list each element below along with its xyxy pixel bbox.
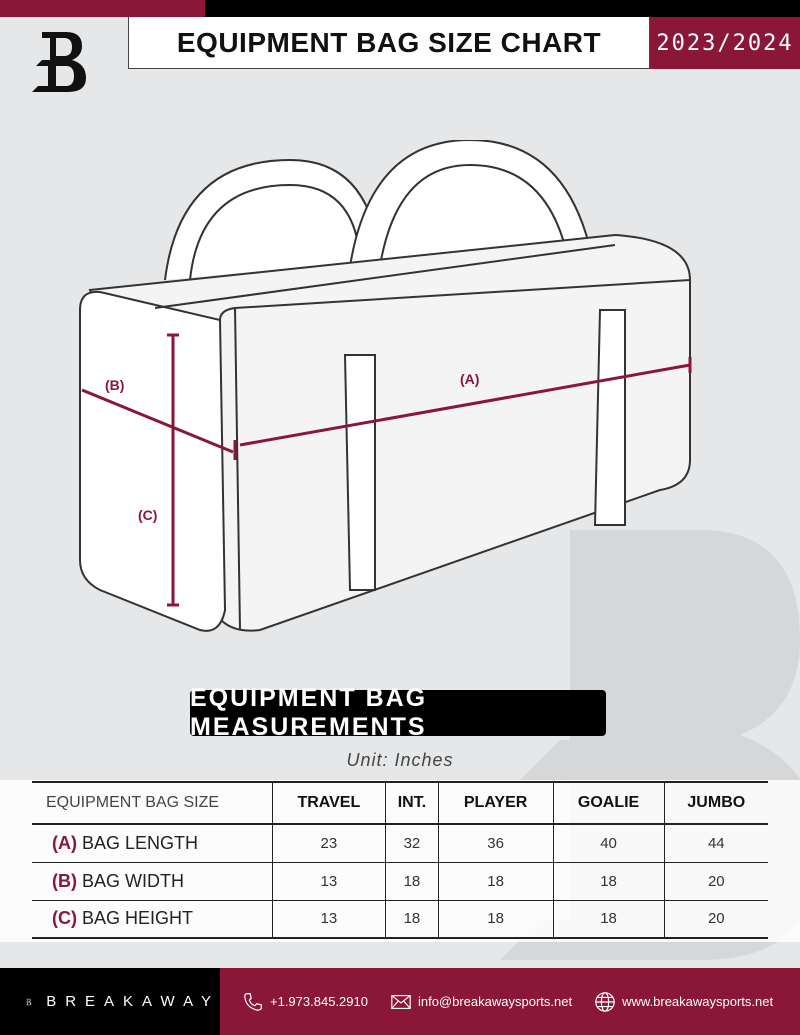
table-cell: 13 [271, 862, 386, 901]
table-row: (B) BAG WIDTH 13 18 18 18 20 [32, 862, 768, 901]
row-label-text: BAG WIDTH [82, 870, 185, 891]
table-cell: 13 [271, 900, 386, 938]
unit-label: Unit: Inches [346, 750, 454, 770]
email-address: info@breakawaysports.net [417, 994, 573, 1009]
row-code: (B) [52, 870, 77, 891]
table-header-row: EQUIPMENT BAG SIZE TRAVEL INT. PLAYER GO… [32, 782, 768, 825]
label-c: (C) [138, 507, 157, 523]
phone-icon [244, 992, 262, 1011]
row-label: (C) BAG HEIGHT [32, 900, 272, 938]
table-cell: 18 [437, 900, 554, 938]
table-cell: 36 [437, 824, 554, 863]
website-contact[interactable]: www.breakawaysports.net [594, 991, 773, 1013]
column-header: INT. [385, 782, 439, 825]
measurements-title: EQUIPMENT BAG MEASUREMENTS [190, 684, 606, 741]
table-cell: 44 [663, 824, 768, 863]
footer-contact: +1.973.845.2910 info@breakawaysports.net… [220, 968, 800, 1035]
table-row: (A) BAG LENGTH 23 32 36 40 44 [32, 824, 768, 863]
season-badge: 2023/2024 [650, 17, 800, 69]
table-cell: 23 [271, 824, 386, 863]
table-row: (C) BAG HEIGHT 13 18 18 18 20 [32, 900, 768, 938]
breakaway-logo-icon [25, 998, 32, 1005]
table-cell: 18 [385, 900, 439, 938]
column-header: PLAYER [437, 782, 554, 825]
email-contact[interactable]: info@breakawaysports.net [390, 991, 572, 1013]
phone-contact[interactable]: +1.973.845.2910 [242, 991, 368, 1013]
label-b: (B) [105, 377, 124, 393]
table-cell: 18 [385, 862, 439, 901]
table-cell: 18 [552, 862, 665, 901]
row-label: (B) BAG WIDTH [32, 862, 272, 901]
column-header: GOALIE [552, 782, 665, 825]
size-table: EQUIPMENT BAG SIZE TRAVEL INT. PLAYER GO… [32, 781, 768, 939]
column-header: TRAVEL [271, 782, 386, 825]
table-cell: 40 [552, 824, 665, 863]
column-header: JUMBO [663, 782, 768, 825]
breakaway-logo-icon [32, 32, 86, 92]
table-cell: 32 [385, 824, 439, 863]
row-label: (A) BAG LENGTH [32, 824, 272, 863]
table-corner-header: EQUIPMENT BAG SIZE [32, 782, 272, 825]
table-cell: 20 [663, 862, 768, 901]
page-title: EQUIPMENT BAG SIZE CHART [176, 26, 602, 58]
equipment-bag-diagram: (B) (A) (C) [79, 140, 692, 632]
brand-name: BREAKAWAY [46, 993, 220, 1010]
mail-icon [391, 994, 411, 1009]
page-title-box: EQUIPMENT BAG SIZE CHART [128, 17, 650, 69]
footer-brand: BREAKAWAY [0, 968, 220, 1035]
row-code: (C) [52, 908, 77, 929]
top-accent-bar-red [0, 0, 205, 17]
row-code: (A) [52, 832, 77, 853]
website-url: www.breakawaysports.net [622, 994, 774, 1009]
table-cell: 18 [552, 900, 665, 938]
phone-number: +1.973.845.2910 [270, 994, 368, 1009]
table-cell: 18 [437, 862, 554, 901]
top-accent-bar-black [205, 0, 800, 17]
row-label-text: BAG HEIGHT [82, 908, 194, 929]
table-cell: 20 [663, 900, 768, 938]
row-label-text: BAG LENGTH [82, 832, 199, 853]
globe-icon [595, 991, 615, 1012]
label-a: (A) [460, 371, 479, 387]
